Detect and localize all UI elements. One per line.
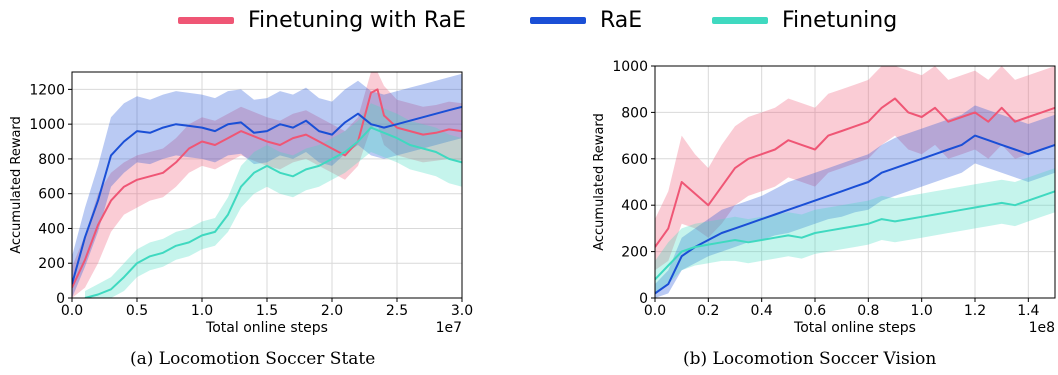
chart-1-line-rae	[72, 105, 462, 285]
chart-1-xlabel: Total online steps	[205, 320, 328, 336]
chart-1-xtick-label-2: 1.0	[191, 303, 213, 319]
caption-left: (a) Locomotion Soccer State	[130, 349, 376, 369]
chart-1: 0.0 0.5 1.0 1.5 2.0 2.5 3.0 0 200 400 600 800 1000 12…	[9, 71, 473, 336]
chart-2-ytick-label-1: 200	[621, 245, 648, 261]
chart-2: 0.0 0.2 0.4 0.6 0.8 1.0 1.2 1.4 0 200 400 600 800 100…	[592, 59, 1056, 336]
chart-1-ylabel: Accumulated Reward	[9, 116, 24, 254]
chart-2-x-offset-label: 1e8	[1029, 320, 1055, 336]
chart-2-band-finetuning-with-rae	[655, 66, 1055, 271]
chart-2-band-rae	[655, 105, 1055, 298]
chart-1-ytick-label-3: 600	[38, 187, 65, 203]
chart-1-band-finetuning-with-rae	[72, 72, 462, 298]
chart-2-xtick-label-6: 1.2	[964, 303, 986, 319]
chart-1-xtick-label-6: 3.0	[451, 303, 473, 319]
chart-1-x-offset-label: 1e7	[436, 320, 462, 336]
chart-1-ytick-label-5: 1000	[29, 117, 65, 133]
chart-2-ytick-label-0: 0	[639, 291, 648, 307]
chart-2-xtick-label-7: 1.4	[1017, 303, 1039, 319]
chart-2-band-finetuning	[655, 168, 1055, 294]
legend: Finetuning with RaE RaE Finetuning	[0, 0, 1058, 40]
chart-1-ytick-label-2: 400	[38, 221, 65, 237]
legend-item-finetuning-with-rae: Finetuning with RaE	[178, 6, 466, 34]
legend-item-finetuning: Finetuning	[712, 6, 897, 34]
chart-2-ytick-label-3: 600	[621, 152, 648, 168]
chart-2-xtick-label-5: 1.0	[911, 303, 933, 319]
chart-2-line-finetuning-with-rae	[655, 97, 1055, 248]
chart-2-line-rae	[655, 134, 1055, 295]
legend-label-finetuning-with-rae: Finetuning with RaE	[248, 7, 467, 33]
chart-1-ytick-label-6: 1200	[29, 82, 65, 98]
chart-1-ytick-label-4: 800	[38, 152, 65, 168]
legend-item-rae: RaE	[530, 6, 642, 34]
chart-1-ytick-label-0: 0	[56, 291, 65, 307]
chart-2-xtick-label-1: 0.2	[697, 303, 719, 319]
chart-2-xtick-label-0: 0.0	[644, 303, 666, 319]
legend-label-finetuning: Finetuning	[782, 7, 898, 33]
legend-swatch-rae	[530, 16, 586, 24]
chart-2-xtick-label-3: 0.6	[804, 303, 826, 319]
chart-2-xtick-label-2: 0.4	[751, 303, 773, 319]
chart-1-band-finetuning	[85, 103, 462, 298]
chart-1-xtick-label-4: 2.0	[321, 303, 343, 319]
legend-label-rae: RaE	[600, 7, 643, 33]
legend-swatch-finetuning-with-rae	[178, 16, 234, 24]
chart-1-xtick-label-1: 0.5	[126, 303, 148, 319]
chart-1-xtick-label-5: 2.5	[386, 303, 408, 319]
chart-2-frame	[654, 65, 1056, 299]
chart-2-ytick-label-2: 400	[621, 198, 648, 214]
chart-2-xtick-label-4: 0.8	[857, 303, 879, 319]
chart-2-ylabel: Accumulated Reward	[592, 113, 607, 251]
chart-1-xtick-label-3: 1.5	[256, 303, 278, 319]
chart-2-line-finetuning	[655, 190, 1055, 281]
caption-right: (b) Locomotion Soccer Vision	[683, 349, 937, 369]
chart-1-line-finetuning	[84, 126, 462, 298]
chart-2-ytick-label-4: 800	[621, 105, 648, 121]
chart-2-ytick-label-5: 1000	[612, 59, 648, 75]
chart-1-ytick-label-1: 200	[38, 256, 65, 272]
chart-1-band-rae	[72, 73, 462, 298]
chart-2-xlabel: Total online steps	[793, 320, 916, 336]
chart-1-xtick-label-0: 0.0	[61, 303, 83, 319]
legend-swatch-finetuning	[712, 16, 768, 24]
